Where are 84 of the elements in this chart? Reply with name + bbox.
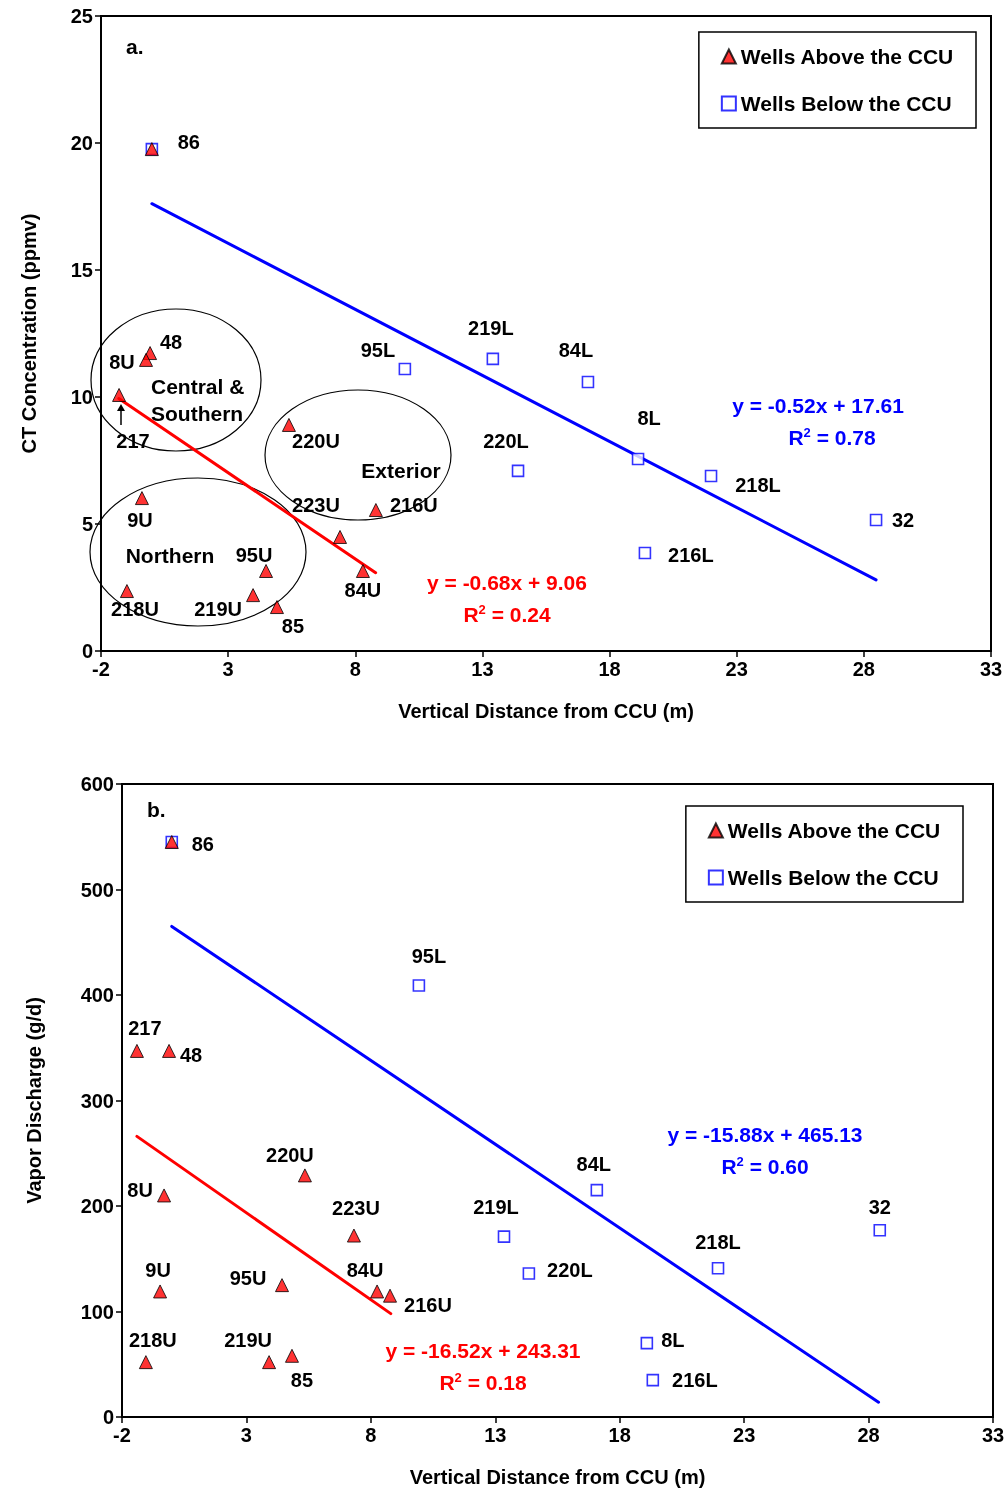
annotation: 218L bbox=[695, 1231, 741, 1254]
y-tick-label: 15 bbox=[70, 259, 93, 281]
annotation: 219U bbox=[194, 598, 242, 621]
x-tick-label: -2 bbox=[113, 1424, 131, 1446]
annotation: Exterior bbox=[361, 458, 441, 482]
x-tick-label: 13 bbox=[471, 658, 494, 680]
x-tick-label: 13 bbox=[484, 1424, 507, 1446]
annotation: 219L bbox=[468, 316, 514, 339]
annotation: y = -15.88x + 465.13 bbox=[667, 1122, 863, 1146]
y-tick-label: 300 bbox=[80, 1089, 114, 1112]
x-tick-label: 3 bbox=[240, 1424, 252, 1446]
annotation: 8U bbox=[109, 350, 135, 373]
legend-label: Wells Below the CCU bbox=[740, 92, 952, 115]
annotation: 217 bbox=[128, 1016, 162, 1039]
y-tick-label: 100 bbox=[80, 1300, 114, 1323]
annotation: 84L bbox=[558, 339, 594, 362]
annotation: 220U bbox=[292, 429, 340, 452]
legend-label: Wells Above the CCU bbox=[740, 45, 954, 68]
annotation: Central & Southern bbox=[151, 375, 251, 425]
y-tick-label: 0 bbox=[81, 640, 93, 662]
y-tick-label: 25 bbox=[70, 5, 93, 27]
legend-label: Wells Above the CCU bbox=[727, 819, 941, 842]
annotation: 85 bbox=[290, 1368, 314, 1391]
y-tick-label: 20 bbox=[70, 132, 93, 154]
x-tick-label: 8 bbox=[365, 1424, 377, 1446]
x-axis-title: Vertical Distance from CCU (m) bbox=[409, 1466, 706, 1488]
y-tick-label: 500 bbox=[80, 878, 114, 901]
annotation: y = -16.52x + 243.31 bbox=[385, 1338, 581, 1362]
x-tick-label: 18 bbox=[608, 1424, 631, 1446]
x-tick-label: 28 bbox=[857, 1424, 880, 1446]
x-tick-label: 3 bbox=[222, 658, 234, 680]
annotation: 84L bbox=[576, 1153, 612, 1176]
annotation: 86 bbox=[177, 131, 200, 154]
annotation: 223U bbox=[332, 1196, 380, 1219]
annotation: 8L bbox=[661, 1329, 685, 1352]
annotation: 216L bbox=[668, 543, 714, 566]
annotation: 216L bbox=[672, 1369, 718, 1392]
annotation: 9U bbox=[127, 509, 153, 532]
legend-label: Wells Below the CCU bbox=[727, 866, 939, 889]
annotation: 48 bbox=[179, 1043, 203, 1066]
annotation: 220U bbox=[266, 1144, 314, 1167]
annotation: 216U bbox=[404, 1293, 452, 1316]
annotation: a. bbox=[126, 34, 144, 58]
annotation: 32 bbox=[891, 508, 915, 531]
annotation: 32 bbox=[868, 1196, 891, 1219]
x-tick-label: 23 bbox=[733, 1424, 756, 1446]
annotation: 84U bbox=[344, 578, 382, 601]
annotation: 85 bbox=[281, 615, 305, 638]
annotation: 86 bbox=[191, 833, 214, 856]
annotation: 218U bbox=[128, 1329, 177, 1352]
y-axis-title: Vapor Discharge (g/d) bbox=[23, 997, 45, 1204]
annotation: 48 bbox=[159, 331, 183, 354]
annotation: Northern bbox=[125, 543, 215, 567]
annotation: 84U bbox=[346, 1259, 384, 1282]
x-tick-label: 23 bbox=[725, 658, 748, 680]
y-axis-title: CT Concentration (ppmv) bbox=[18, 213, 40, 454]
x-axis-title: Vertical Distance from CCU (m) bbox=[398, 700, 694, 722]
annotation: 220L bbox=[547, 1258, 593, 1281]
annotation: y = -0.52x + 17.61 bbox=[732, 393, 905, 417]
annotation: y = -0.68x + 9.06 bbox=[427, 570, 587, 594]
annotation: 218L bbox=[735, 473, 781, 496]
annotation: 9U bbox=[145, 1259, 171, 1282]
annotation: 220L bbox=[483, 429, 529, 452]
x-tick-label: 8 bbox=[349, 658, 361, 680]
x-tick-label: 33 bbox=[981, 1424, 1005, 1446]
x-tick-label: 33 bbox=[979, 658, 1003, 680]
annotation: 95L bbox=[411, 944, 447, 967]
annotation: b. bbox=[147, 797, 166, 821]
annotation: 8L bbox=[637, 406, 661, 429]
y-tick-label: 200 bbox=[80, 1195, 114, 1217]
y-tick-label: 600 bbox=[80, 773, 114, 795]
annotation: 8U bbox=[127, 1179, 153, 1202]
x-tick-label: 18 bbox=[598, 658, 621, 680]
annotation: 95U bbox=[235, 543, 273, 566]
annotation: 95L bbox=[360, 339, 396, 362]
annotation: 219L bbox=[473, 1195, 519, 1218]
y-tick-label: 0 bbox=[102, 1406, 114, 1428]
y-tick-label: 5 bbox=[81, 513, 93, 535]
x-tick-label: 28 bbox=[852, 658, 875, 680]
x-tick-label: -2 bbox=[92, 658, 110, 680]
y-tick-label: 10 bbox=[70, 386, 93, 408]
annotation: 219U bbox=[224, 1329, 272, 1352]
annotation: 95U bbox=[229, 1267, 267, 1290]
y-tick-label: 400 bbox=[80, 984, 114, 1006]
